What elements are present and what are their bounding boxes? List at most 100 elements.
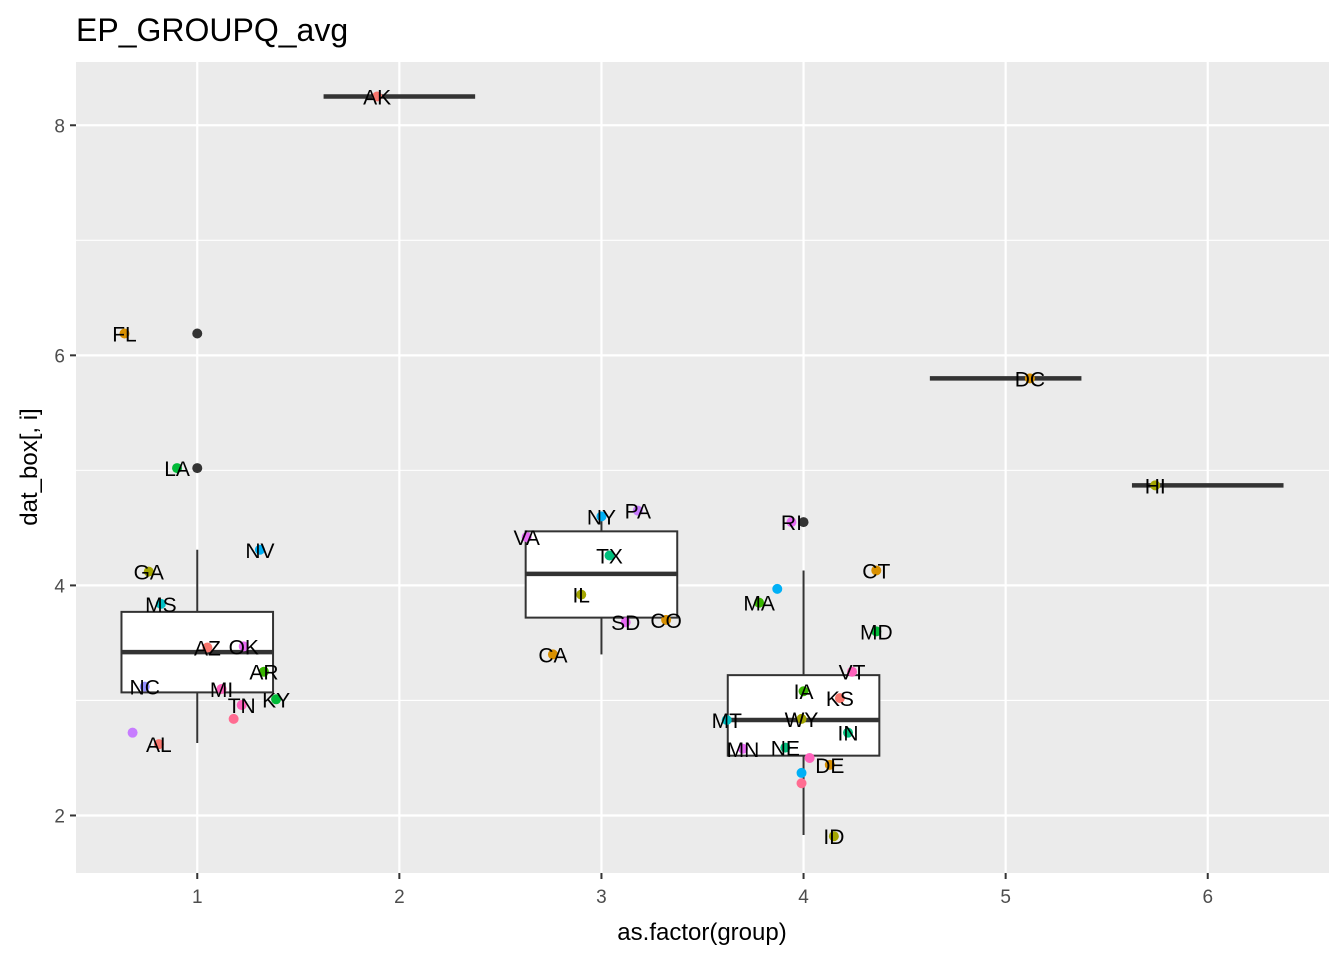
state-label: HI bbox=[1145, 475, 1166, 498]
state-label: TN bbox=[228, 695, 256, 718]
minor-gridlines bbox=[76, 239, 1329, 701]
state-label: FL bbox=[112, 323, 137, 346]
state-label: CO bbox=[650, 610, 682, 633]
state-point bbox=[254, 544, 265, 555]
state-point bbox=[834, 693, 845, 704]
state-point bbox=[139, 681, 150, 692]
state-point bbox=[632, 505, 643, 516]
state-point bbox=[737, 743, 748, 754]
y-axis: 2 4 6 8 bbox=[54, 116, 76, 827]
state-label: VT bbox=[839, 662, 866, 685]
state-point bbox=[521, 532, 532, 543]
x-axis: 1 2 3 4 5 6 bbox=[192, 873, 1213, 908]
state-label: IA bbox=[794, 681, 814, 704]
state-point bbox=[228, 713, 239, 724]
state-label: RI bbox=[781, 512, 802, 535]
state-label: NY bbox=[587, 506, 616, 529]
state-label: KY bbox=[262, 689, 290, 712]
state-point bbox=[258, 666, 269, 677]
state-point bbox=[796, 767, 807, 778]
state-point bbox=[604, 550, 615, 561]
state-point bbox=[143, 566, 154, 577]
state-point bbox=[824, 759, 835, 770]
state-label: ID bbox=[823, 826, 844, 849]
state-label: NC bbox=[130, 677, 160, 700]
y-tick-label: 8 bbox=[54, 116, 65, 137]
state-label: CA bbox=[538, 644, 567, 667]
state-label: LA bbox=[164, 458, 190, 481]
state-point bbox=[661, 614, 672, 625]
state-label: AZ bbox=[194, 638, 221, 661]
state-label: IL bbox=[572, 585, 590, 608]
point-layer bbox=[119, 91, 1161, 842]
state-point bbox=[786, 517, 797, 528]
state-point bbox=[119, 328, 130, 339]
state-point bbox=[216, 683, 227, 694]
outlier-point bbox=[798, 517, 809, 528]
outlier-point bbox=[192, 463, 203, 474]
state-label: AK bbox=[363, 87, 391, 110]
state-point bbox=[576, 589, 587, 600]
y-tick-label: 2 bbox=[54, 806, 65, 827]
state-label: SD bbox=[611, 612, 640, 635]
state-point bbox=[202, 642, 213, 653]
x-tick-label: 2 bbox=[394, 887, 405, 908]
state-label: DE bbox=[815, 755, 844, 778]
plot-panel bbox=[76, 62, 1329, 873]
state-point bbox=[1024, 373, 1035, 384]
state-point bbox=[127, 727, 138, 738]
major-gridlines bbox=[76, 62, 1329, 873]
state-point bbox=[843, 727, 854, 738]
x-tick-label: 6 bbox=[1202, 887, 1213, 908]
y-tick-label: 4 bbox=[54, 576, 65, 597]
chart-title: EP_GROUPQ_avg bbox=[76, 12, 348, 48]
state-point bbox=[547, 649, 558, 660]
state-label: AL bbox=[146, 734, 172, 757]
state-label: PA bbox=[625, 501, 651, 524]
state-point bbox=[871, 626, 882, 637]
state-point bbox=[155, 598, 166, 609]
state-point bbox=[796, 713, 807, 724]
state-point bbox=[271, 694, 282, 705]
state-label: KS bbox=[826, 688, 854, 711]
state-point bbox=[596, 511, 607, 522]
state-point bbox=[172, 463, 183, 474]
state-point bbox=[620, 617, 631, 628]
state-label: OK bbox=[229, 636, 259, 659]
y-axis-title: dat_box[, i] bbox=[16, 408, 43, 525]
state-point bbox=[847, 666, 858, 677]
state-label: NV bbox=[245, 540, 274, 563]
state-label: TX bbox=[596, 546, 623, 569]
state-label: NE bbox=[771, 738, 800, 761]
state-point bbox=[372, 91, 383, 102]
state-label: IN bbox=[838, 723, 859, 746]
x-tick-label: 4 bbox=[798, 887, 809, 908]
x-axis-title: as.factor(group) bbox=[617, 919, 786, 946]
state-point bbox=[153, 739, 164, 750]
state-label: AR bbox=[249, 662, 278, 685]
state-point bbox=[871, 565, 882, 576]
x-tick-label: 3 bbox=[596, 887, 607, 908]
state-point bbox=[796, 778, 807, 789]
state-point bbox=[754, 597, 765, 608]
state-point bbox=[721, 715, 732, 726]
state-label: CT bbox=[862, 560, 890, 583]
state-label: WY bbox=[785, 709, 819, 732]
state-label: DC bbox=[1015, 368, 1045, 391]
state-point bbox=[236, 700, 247, 711]
x-tick-label: 5 bbox=[1000, 887, 1011, 908]
state-label: GA bbox=[134, 562, 164, 585]
state-label: MS bbox=[145, 594, 177, 617]
x-tick-label: 1 bbox=[192, 887, 203, 908]
outlier-point bbox=[192, 328, 203, 339]
state-label: VA bbox=[513, 527, 539, 550]
state-label: MD bbox=[860, 621, 893, 644]
state-point bbox=[1150, 480, 1161, 491]
state-point bbox=[804, 752, 815, 763]
state-point bbox=[772, 583, 783, 594]
state-point bbox=[828, 831, 839, 842]
state-point bbox=[798, 686, 809, 697]
state-label: MN bbox=[727, 739, 760, 762]
